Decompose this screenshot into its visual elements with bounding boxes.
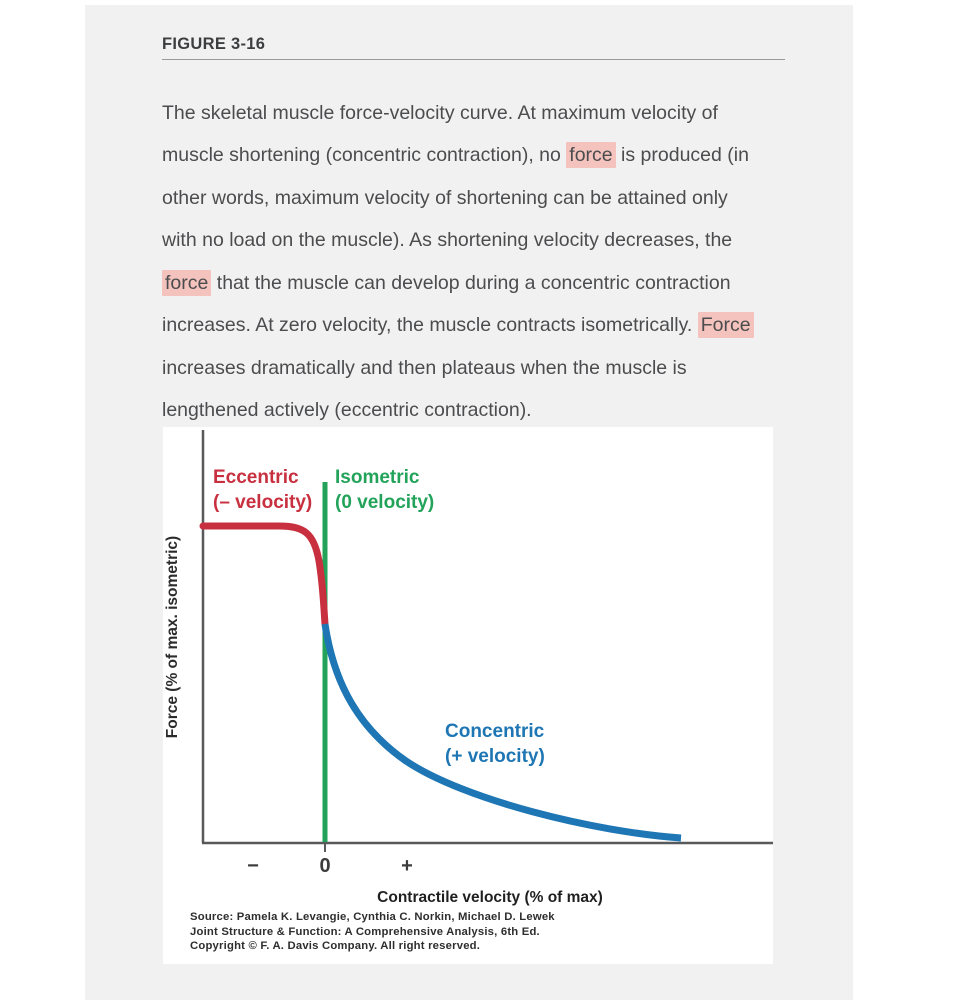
title-divider	[162, 59, 785, 60]
eccentric-label-line2: (– velocity)	[213, 492, 313, 513]
isometric-label-line2: (0 velocity)	[335, 492, 435, 513]
x-tick-zero: 0	[319, 855, 331, 877]
force-velocity-figure: Force (% of max. isometric) Eccentric (–…	[163, 427, 773, 964]
concentric-label-line1: Concentric	[445, 721, 545, 742]
concentric-curve	[321, 623, 682, 842]
isometric-label: Isometric (0 velocity)	[335, 465, 434, 515]
eccentric-curve	[199, 522, 329, 628]
x-tick-minus: −	[247, 855, 259, 877]
figure-label: FIGURE 3-16	[162, 35, 266, 53]
isometric-label-line1: Isometric	[335, 467, 420, 488]
reader-page-card: FIGURE 3-16 The skeletal muscle force-ve…	[85, 5, 853, 1000]
source-attribution: Source: Pamela K. Levangie, Cynthia C. N…	[190, 910, 750, 954]
source-line-3: Copyright © F. A. Davis Company. All rig…	[190, 940, 481, 953]
source-line-1: Source: Pamela K. Levangie, Cynthia C. N…	[190, 911, 555, 923]
search-highlight-force: force	[162, 269, 212, 296]
search-highlight-force: force	[566, 142, 616, 168]
x-tick-plus: +	[401, 855, 413, 877]
x-axis-title: Contractile velocity (% of max)	[377, 889, 603, 906]
search-highlight-force: Force	[697, 312, 754, 338]
force-velocity-chart-canvas	[199, 430, 773, 852]
figure-caption: The skeletal muscle force-velocity curve…	[162, 92, 763, 432]
concentric-label-line2: (+ velocity)	[445, 746, 545, 767]
concentric-label: Concentric (+ velocity)	[445, 719, 545, 769]
eccentric-label-line1: Eccentric	[213, 467, 299, 488]
y-axis-title: Force (% of max. isometric)	[164, 535, 181, 739]
eccentric-label: Eccentric (– velocity)	[213, 465, 312, 515]
source-line-2: Joint Structure & Function: A Comprehens…	[190, 925, 540, 938]
